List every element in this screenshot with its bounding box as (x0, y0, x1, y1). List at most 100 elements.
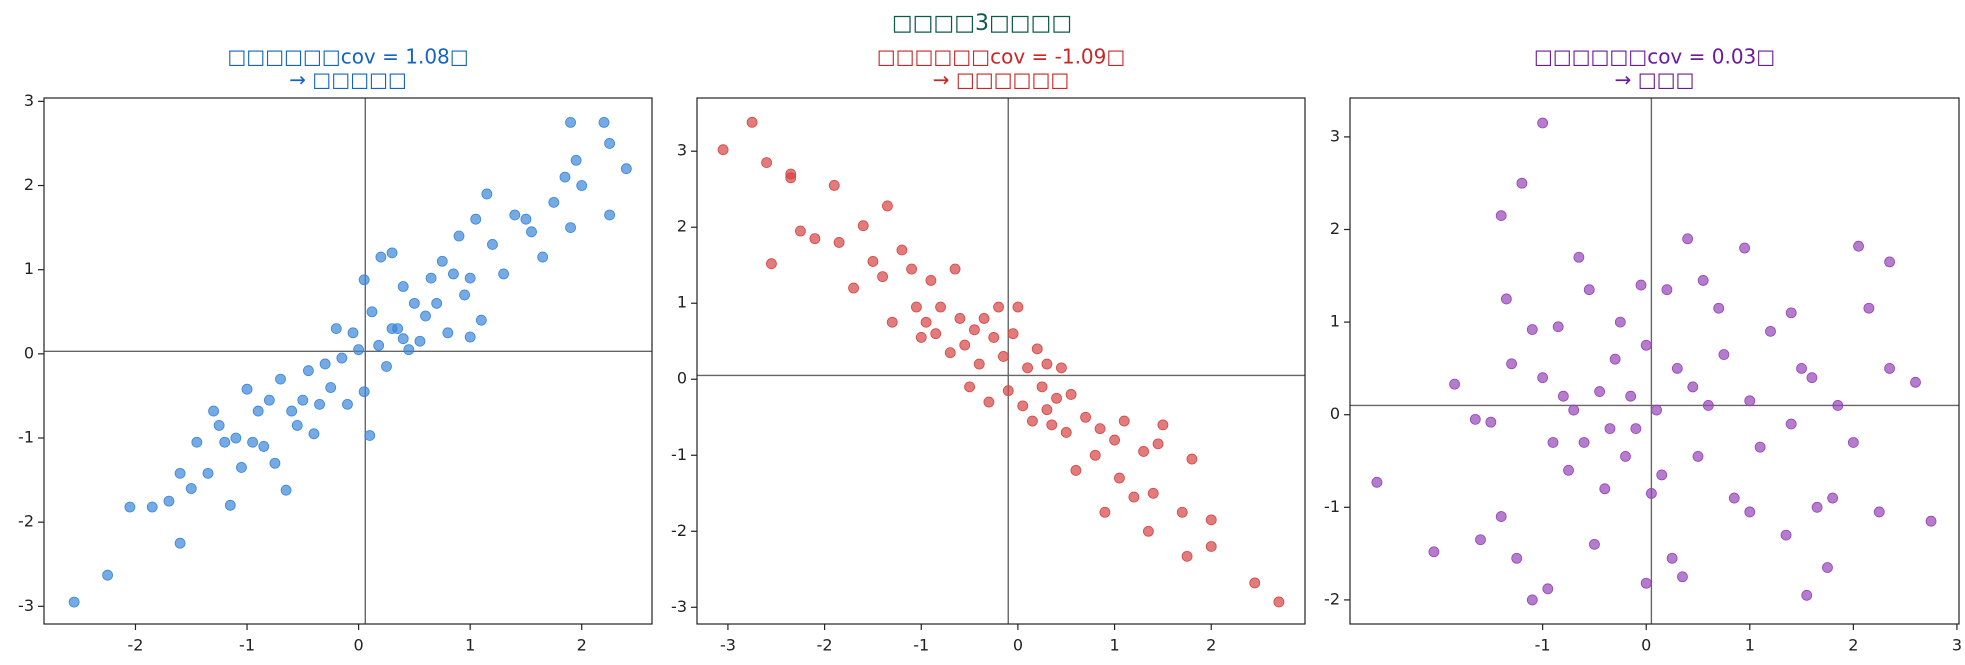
point (1273, 596, 1285, 608)
y-tick-label: -3 (671, 597, 687, 616)
point (1630, 423, 1642, 435)
point (1780, 529, 1792, 541)
point (1635, 279, 1647, 291)
point (1046, 419, 1058, 431)
point (1718, 349, 1730, 360)
point (386, 323, 398, 334)
point (330, 323, 342, 334)
point (1910, 376, 1921, 388)
y-tick-label: -1 (1324, 497, 1340, 516)
point (1070, 465, 1082, 476)
point (565, 117, 576, 128)
x-tick-label: 1 (1109, 636, 1119, 655)
point (795, 225, 806, 237)
x-tick-label: -1 (239, 636, 255, 655)
point (1526, 594, 1538, 606)
point (408, 297, 420, 309)
point (1620, 450, 1631, 462)
x-tick-label: -2 (128, 636, 144, 655)
point (1485, 416, 1497, 428)
subplot-title: □□□□□□cov = 1.08□ (227, 45, 468, 69)
point (1583, 284, 1595, 296)
point (1604, 423, 1616, 435)
point (453, 230, 465, 242)
point (342, 398, 353, 410)
point (964, 381, 975, 393)
point (146, 501, 158, 513)
y-tick-label: 0 (677, 369, 687, 388)
point (1041, 404, 1053, 416)
point (1031, 343, 1043, 355)
point (886, 316, 898, 328)
point (470, 213, 482, 225)
point (1640, 339, 1652, 351)
point (1625, 390, 1637, 402)
point (236, 462, 247, 473)
point (520, 213, 532, 225)
point (373, 340, 385, 351)
point (969, 324, 980, 336)
subplot: □□□□□□cov = -1.09□→ □□□□□□ -3 -2 -1 0 1 2 -3 -2 -… (671, 45, 1306, 655)
point (920, 316, 932, 328)
point (828, 180, 840, 191)
point (1027, 415, 1038, 427)
point (319, 358, 331, 370)
point (1677, 571, 1688, 583)
x-tick-label: 1 (465, 636, 475, 655)
point (347, 327, 359, 339)
point (425, 272, 437, 284)
point (286, 405, 298, 417)
y-tick-label: 1 (677, 293, 687, 312)
point (1702, 400, 1714, 411)
point (1537, 117, 1549, 129)
point (258, 441, 270, 452)
point (1475, 534, 1486, 546)
point (1744, 395, 1756, 407)
y-tick-label: -3 (18, 596, 34, 615)
point (1147, 487, 1159, 499)
point (1573, 251, 1585, 263)
point (336, 352, 348, 364)
x-tick-label: 0 (1013, 636, 1023, 655)
point (366, 306, 378, 318)
point (1526, 324, 1538, 335)
point (1614, 316, 1626, 328)
x-tick-label: 2 (577, 636, 587, 655)
point (935, 301, 946, 313)
point (1697, 275, 1709, 286)
point (252, 405, 264, 417)
point (1863, 302, 1875, 314)
point (1822, 562, 1833, 573)
point (1036, 381, 1048, 393)
point (431, 297, 443, 309)
point (353, 344, 364, 356)
axes-frame (1349, 97, 1960, 625)
point (1827, 492, 1839, 504)
point (1080, 411, 1091, 423)
point (269, 457, 281, 469)
y-tick-label: 2 (677, 217, 687, 236)
point (1599, 483, 1611, 495)
point (420, 310, 431, 322)
point (1884, 363, 1896, 374)
point (308, 428, 320, 440)
point (1651, 404, 1662, 416)
point (1371, 476, 1383, 488)
point (785, 168, 797, 180)
point (102, 569, 113, 581)
x-tick-label: -1 (1535, 636, 1551, 655)
point (604, 209, 616, 221)
point (397, 333, 409, 345)
point (1609, 353, 1621, 365)
point (358, 274, 370, 286)
x-tick-label: 2 (1206, 636, 1216, 655)
point (1666, 552, 1678, 564)
point (174, 537, 186, 549)
point (1428, 546, 1440, 558)
point (1065, 389, 1077, 400)
point (1645, 488, 1657, 499)
x-tick-label: -1 (913, 636, 929, 655)
point (993, 301, 1004, 313)
subplot-subtitle: → □□□□□□ (933, 68, 1070, 92)
point (1537, 372, 1549, 384)
